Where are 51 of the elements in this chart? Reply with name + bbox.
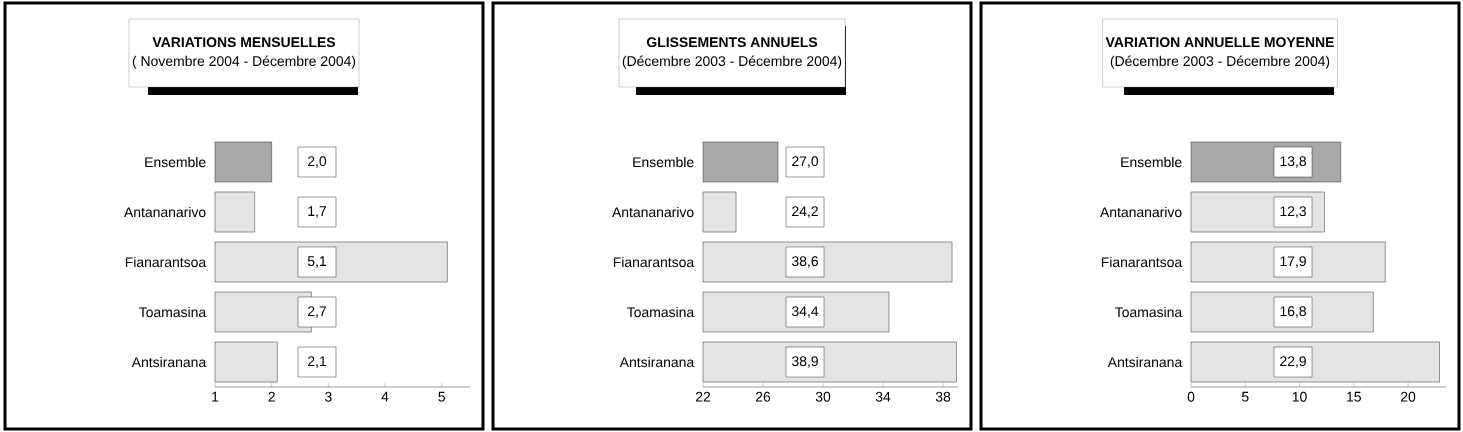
y-tick-label: Antananarivo: [1100, 206, 1182, 218]
y-tick-label: Toamasina: [627, 306, 695, 318]
data-label: 24,2: [792, 206, 818, 218]
x-tick-label: 15: [1347, 391, 1361, 402]
data-label: 16,8: [1280, 306, 1306, 318]
chart-title: VARIATION ANNUELLE MOYENNE: [1105, 37, 1334, 48]
x-tick-label: 20: [1400, 391, 1416, 402]
data-label: 38,9: [791, 356, 818, 368]
x-tick-label: 2: [268, 391, 275, 402]
y-tick-label: Fianarantsoa: [613, 256, 695, 268]
x-tick-label: 26: [755, 391, 771, 402]
chart-subtitle: (Décembre 2003 - Décembre 2004): [622, 55, 842, 69]
x-tick-label: 22: [695, 391, 711, 402]
data-label: 34,4: [791, 306, 819, 318]
data-label: 2,7: [308, 306, 327, 318]
data-label: 22,9: [1280, 356, 1306, 368]
data-label: 13,8: [1280, 156, 1306, 168]
y-tick-label: Antsiranana: [619, 356, 695, 368]
y-tick-label: Antananarivo: [612, 206, 694, 218]
y-tick-label: Antsiranana: [131, 356, 207, 368]
data-label: 17,9: [1280, 256, 1306, 268]
y-tick-label: Toamasina: [139, 306, 207, 318]
x-tick-label: 0: [1187, 391, 1195, 402]
x-tick-label: 5: [1241, 391, 1249, 402]
x-tick-label: 4: [381, 391, 389, 402]
chart-subtitle: ( Novembre 2004 - Décembre 2004): [132, 55, 356, 69]
chart-title: GLISSEMENTS ANNUELS: [646, 37, 818, 48]
x-tick-label: 3: [325, 391, 332, 402]
y-tick-label: Antananarivo: [124, 206, 206, 218]
y-tick-label: Toamasina: [1115, 306, 1183, 318]
y-tick-label: Fianarantsoa: [1101, 256, 1183, 268]
y-tick-label: Antsiranana: [1107, 356, 1183, 368]
x-tick-label: 5: [438, 391, 445, 402]
x-tick-label: 30: [815, 391, 831, 402]
x-tick-label: 34: [875, 391, 891, 402]
data-label: 5,1: [307, 256, 327, 268]
data-label: 1,7: [308, 206, 327, 218]
data-label: 27,0: [792, 156, 819, 168]
data-label: 2,1: [308, 356, 327, 368]
data-label: 12,3: [1280, 206, 1306, 218]
y-tick-label: Fianarantsoa: [125, 256, 207, 268]
chart-title: VARIATIONS MENSUELLES: [152, 37, 336, 48]
data-label: 2,0: [308, 156, 327, 168]
data-label: 38,6: [791, 256, 818, 268]
y-tick-label: Ensemble: [145, 156, 206, 168]
x-tick-label: 10: [1292, 391, 1307, 402]
chart-subtitle: (Décembre 2003 - Décembre 2004): [1110, 55, 1330, 69]
x-tick-label: 38: [935, 391, 951, 402]
x-tick-label: 1: [212, 391, 219, 402]
y-tick-label: Ensemble: [1121, 156, 1182, 168]
y-tick-label: Ensemble: [633, 156, 694, 168]
